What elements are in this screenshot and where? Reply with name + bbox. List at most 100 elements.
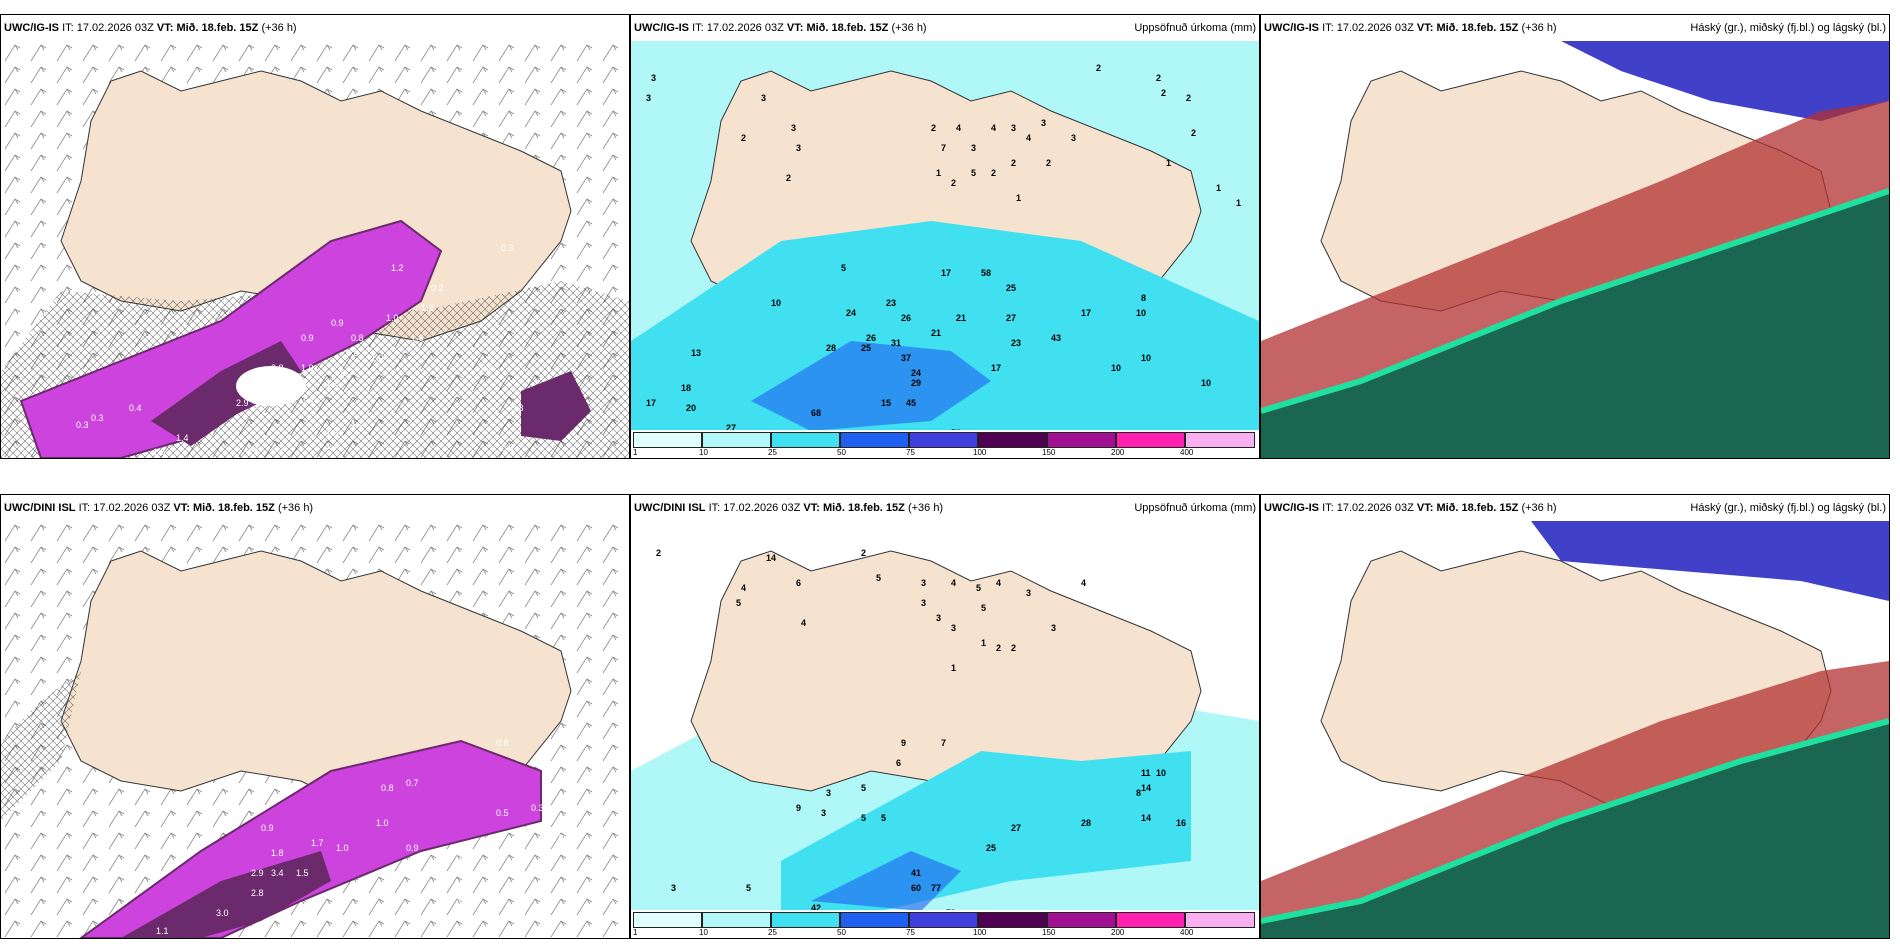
heavy-precip [751, 341, 991, 431]
amount-label: 27 [1011, 823, 1021, 833]
legend-tick: 150 [1042, 448, 1056, 457]
it-label: IT: [692, 22, 704, 34]
vt-label: VT: [1416, 502, 1434, 514]
amount-label: 29 [911, 378, 921, 388]
amount-label: 9 [796, 803, 801, 813]
cloud-map [1261, 41, 1889, 458]
amount-label: 26 [866, 333, 876, 343]
amount-label: 17 [646, 398, 656, 408]
amount-label: 11 [1141, 768, 1151, 778]
amount-label: 1 [1166, 158, 1171, 168]
moderate-precip [631, 221, 1259, 431]
legend-swatch-4 [909, 912, 978, 928]
amount-label: 5 [746, 883, 751, 893]
amount-label: 45 [906, 398, 916, 408]
it-label: IT: [708, 502, 721, 514]
amount-label: 24 [911, 368, 921, 378]
amount-label: 1 [981, 638, 986, 648]
valid-time: Mið. 18.feb. 15Z [822, 502, 905, 514]
legend-swatch-8 [1185, 432, 1255, 448]
precip-legend: 1 10 25 50 75 100 150 200 400 [631, 910, 1259, 938]
amount-label: 6 [796, 578, 801, 588]
high-cloud-blue [1561, 41, 1889, 121]
legend-tick: 75 [906, 928, 915, 937]
legend-swatch-3 [840, 912, 909, 928]
init-time: 17.02.2026 03Z [1336, 22, 1414, 34]
amount-label: 13 [691, 348, 701, 358]
value-label: 1.4 [326, 441, 339, 451]
amount-label: 2 [1191, 128, 1196, 138]
amount-label: 1 [951, 663, 956, 673]
init-time: 17.02.2026 03Z [706, 22, 784, 34]
amount-label: 25 [1006, 283, 1016, 293]
panel-title: Uppsöfnuð úrkoma (mm) [1134, 502, 1256, 514]
value-label: 1.2 [351, 418, 364, 428]
legend-swatch-6 [1047, 912, 1116, 928]
amount-label: 10 [1201, 378, 1211, 388]
amount-label: 3 [1026, 588, 1031, 598]
lead-time: (+36 h) [907, 502, 944, 514]
amount-label: 23 [1011, 338, 1021, 348]
precip-legend: 1 10 25 50 75 100 150 200 400 [631, 430, 1259, 458]
amount-label: 5 [841, 263, 846, 273]
amount-label: 16 [1176, 818, 1186, 828]
value-label: 0.4 [129, 403, 142, 413]
amount-label: 2 [1011, 158, 1016, 168]
amount-label: 14 [1141, 813, 1151, 823]
legend-tick: 25 [768, 928, 777, 937]
value-label: 0.4 [456, 898, 469, 908]
amount-label: 4 [951, 578, 956, 588]
amount-label: 10 [1111, 363, 1121, 373]
amount-label: 18 [681, 383, 691, 393]
value-label: 0.5 [496, 808, 509, 818]
amount-label: 3 [796, 143, 801, 153]
amount-label: 3 [651, 73, 656, 83]
amount-label: 14 [1141, 783, 1151, 793]
amount-label: 3 [936, 613, 941, 623]
valid-time: Mið. 18.feb. 15Z [806, 22, 889, 34]
vt-label: VT: [786, 22, 804, 34]
panel-header: UWC/IG-IS IT: 17.02.2026 03Z VT: Mið. 18… [1, 15, 629, 41]
amount-label: 27 [1006, 313, 1016, 323]
amount-label: 2 [1156, 73, 1161, 83]
legend-swatch-4 [909, 432, 978, 448]
value-label: 3.9 [283, 388, 296, 398]
amount-label: 2 [656, 548, 661, 558]
amount-label: 25 [861, 343, 871, 353]
panel-precip-r2: UWC/DINI ISL IT: 17.02.2026 03Z VT: Mið.… [630, 494, 1260, 939]
legend-swatch-7 [1116, 912, 1185, 928]
value-label: 2.5 [256, 383, 269, 393]
panel-title: Háský (gr.), miðský (fj.bl.) og lágský (… [1690, 502, 1886, 514]
amount-label: 5 [971, 168, 976, 178]
model-name: UWC/IG-IS [4, 22, 59, 34]
amount-label: 14 [766, 553, 776, 563]
amount-label: 3 [1051, 623, 1056, 633]
value-label: 1.3 [326, 428, 339, 438]
init-time: 17.02.2026 03Z [1336, 502, 1414, 514]
amount-label: 4 [996, 578, 1001, 588]
legend-tick: 1 [633, 448, 638, 457]
legend-tick: 150 [1042, 928, 1056, 937]
legend-tick: 10 [699, 448, 708, 457]
vt-label: VT: [1416, 22, 1434, 34]
value-label: 1.0 [371, 353, 384, 363]
panel-title: Háský (gr.), miðský (fj.bl.) og lágský (… [1690, 22, 1886, 34]
vt-label: VT: [803, 502, 820, 514]
amount-label: 2 [951, 178, 956, 188]
amount-label: 2 [996, 643, 1001, 653]
amount-label: 3 [826, 788, 831, 798]
amount-label: 31 [891, 338, 901, 348]
legend-swatch-8 [1185, 912, 1255, 928]
amount-label: 10 [771, 298, 781, 308]
amount-label: 5 [736, 598, 741, 608]
legend-tick: 200 [1111, 928, 1125, 937]
value-label: 2.8 [251, 888, 264, 898]
low-cloud-edge [1261, 718, 1889, 924]
value-label: 1.0 [386, 313, 399, 323]
amount-label: 3 [921, 598, 926, 608]
lead-time: (+36 h) [277, 502, 314, 514]
amount-label: 10 [1156, 768, 1166, 778]
amount-label: 1 [1236, 198, 1241, 208]
precip-map: 2 14 4 6 5 4 5 3 3 4 3 5 3 5 4 4 3 2 1 2… [631, 521, 1259, 938]
it-label: IT: [1322, 22, 1334, 34]
